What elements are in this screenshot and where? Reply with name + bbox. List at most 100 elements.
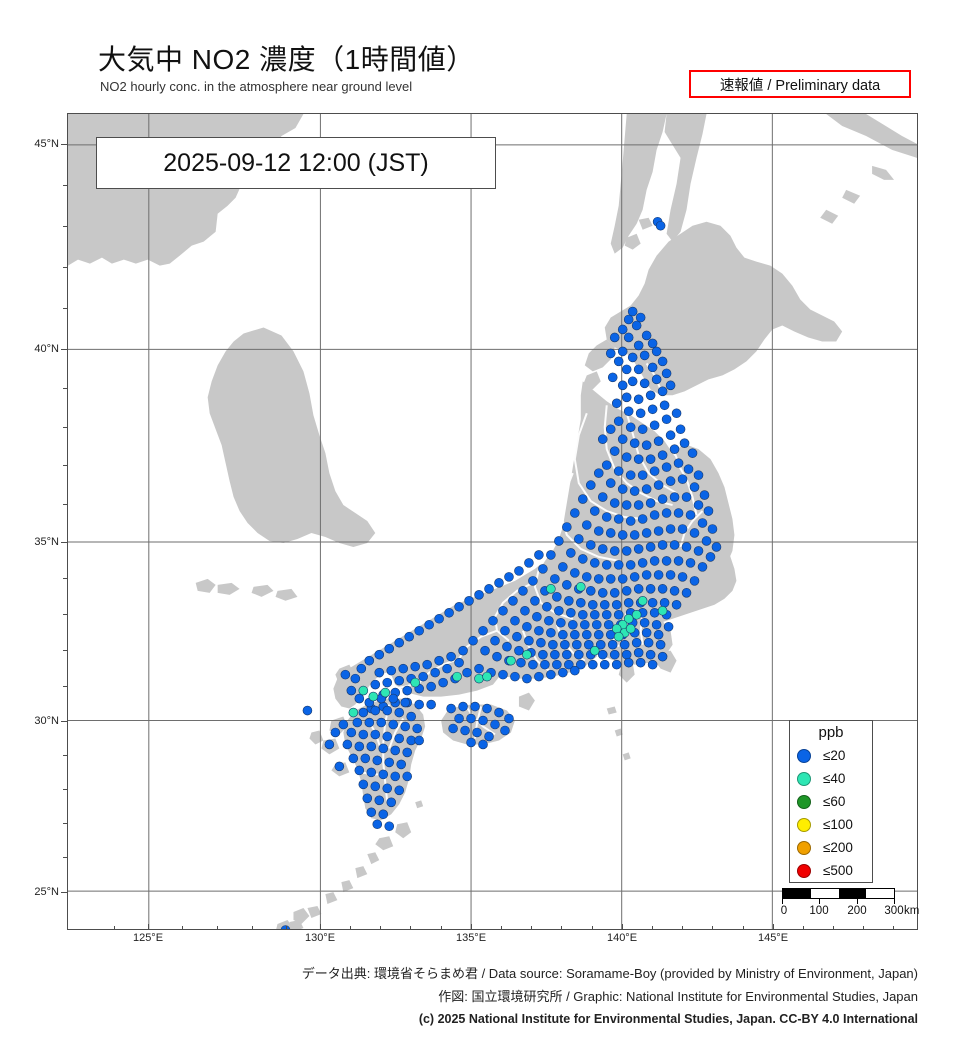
x-tick-minor — [286, 926, 287, 930]
page-title: 大気中 NO2 濃度（1時間値） — [98, 44, 475, 75]
y-tick-minor — [63, 185, 67, 186]
x-axis-label-125e: 125°E — [132, 932, 164, 944]
footer-copyright: (c) 2025 National Institute for Environm… — [418, 1012, 918, 1026]
legend-label-le200: ≤200 — [823, 840, 853, 855]
legend-dot-le500 — [797, 863, 811, 878]
stations-le40 — [348, 582, 668, 718]
y-tick-30 — [61, 721, 67, 722]
preliminary-data-badge: 速報値 / Preliminary data — [689, 70, 911, 98]
y-axis-label-30n: 30°N — [34, 715, 59, 727]
x-tick-minor — [114, 926, 115, 930]
legend-label-le500: ≤500 — [823, 863, 853, 878]
x-axis-label-145e: 145°E — [757, 932, 789, 944]
y-tick-minor — [63, 267, 67, 268]
y-axis-label-35n: 35°N — [34, 536, 59, 548]
y-tick-minor — [63, 427, 67, 428]
map-plot-area[interactable] — [67, 113, 918, 930]
x-tick-145 — [773, 924, 774, 930]
y-tick-minor — [63, 226, 67, 227]
y-tick-minor — [63, 686, 67, 687]
y-tick-minor — [63, 465, 67, 466]
scale-label-100: 100 — [809, 905, 829, 917]
scale-seg-3 — [838, 889, 867, 898]
x-tick-minor — [682, 926, 683, 930]
x-tick-minor — [350, 926, 351, 930]
y-tick-35 — [61, 542, 67, 543]
legend-item-le60[interactable]: ≤60 — [790, 790, 872, 813]
y-axis-label-25n: 25°N — [34, 886, 59, 898]
scale-unit-label: km — [904, 905, 920, 917]
station-markers — [280, 216, 722, 929]
x-tick-minor — [410, 926, 411, 930]
scale-bar-graphic — [782, 888, 895, 899]
x-tick-140 — [622, 924, 623, 930]
scale-bar-labels: 0 100 200 300 km — [781, 905, 920, 919]
footer-credits: データ出典: 環境省そらまめ君 / Data source: Soramame-… — [0, 962, 918, 1031]
y-tick-minor — [63, 308, 67, 309]
x-tick-minor — [380, 926, 381, 930]
scale-label-200: 200 — [847, 905, 867, 917]
page-subtitle: NO2 hourly conc. in the atmosphere near … — [100, 79, 413, 94]
y-tick-minor — [63, 650, 67, 651]
x-tick-minor — [501, 926, 502, 930]
legend-item-le500[interactable]: ≤500 — [790, 859, 872, 882]
x-tick-minor — [182, 926, 183, 930]
x-tick-minor — [531, 926, 532, 930]
x-axis-label-130e: 130°E — [304, 932, 336, 944]
map-scale-bar: 0 100 200 300 km — [781, 888, 919, 919]
scale-label-300: 300 — [884, 905, 904, 917]
x-tick-minor — [441, 926, 442, 930]
y-tick-minor — [63, 388, 67, 389]
footer-graphic-credit: 作図: 国立環境研究所 / Graphic: National Institut… — [438, 989, 918, 1004]
y-axis-label-40n: 40°N — [34, 343, 59, 355]
y-tick-40 — [61, 349, 67, 350]
japan-map-svg — [68, 114, 917, 929]
y-tick-minor — [63, 614, 67, 615]
concentration-legend: ppb ≤20 ≤40 ≤60 ≤100 ≤200 ≤500 — [789, 720, 873, 883]
x-tick-minor — [712, 926, 713, 930]
timestamp-label: 2025-09-12 12:00 (JST) — [96, 137, 496, 189]
legend-title: ppb — [818, 724, 844, 741]
stations-le20 — [280, 216, 722, 929]
scale-bar-ticks — [782, 899, 895, 904]
x-tick-minor — [803, 926, 804, 930]
x-axis-label-140e: 140°E — [606, 932, 638, 944]
x-tick-minor — [561, 926, 562, 930]
x-tick-130 — [320, 924, 321, 930]
x-tick-135 — [471, 924, 472, 930]
y-tick-minor — [63, 504, 67, 505]
y-tick-minor — [63, 578, 67, 579]
legend-dot-le40 — [797, 771, 811, 786]
x-axis-label-135e: 135°E — [455, 932, 487, 944]
y-tick-minor — [63, 823, 67, 824]
footer-data-source: データ出典: 環境省そらまめ君 / Data source: Soramame-… — [301, 966, 918, 981]
y-tick-45 — [61, 144, 67, 145]
y-tick-25 — [61, 892, 67, 893]
x-tick-minor — [252, 926, 253, 930]
y-tick-minor — [63, 857, 67, 858]
x-tick-minor — [833, 926, 834, 930]
scale-seg-4 — [866, 889, 894, 898]
x-tick-minor — [893, 926, 894, 930]
legend-item-le40[interactable]: ≤40 — [790, 767, 872, 790]
x-tick-125 — [148, 924, 149, 930]
x-tick-minor — [863, 926, 864, 930]
legend-item-le100[interactable]: ≤100 — [790, 813, 872, 836]
x-tick-minor — [743, 926, 744, 930]
y-axis-label-45n: 45°N — [34, 138, 59, 150]
y-tick-minor — [63, 789, 67, 790]
legend-item-le20[interactable]: ≤20 — [790, 744, 872, 767]
legend-label-le40: ≤40 — [823, 771, 846, 786]
y-tick-minor — [63, 755, 67, 756]
legend-label-le60: ≤60 — [823, 794, 846, 809]
legend-label-le20: ≤20 — [823, 748, 846, 763]
x-tick-minor — [652, 926, 653, 930]
legend-item-le200[interactable]: ≤200 — [790, 836, 872, 859]
legend-dot-le60 — [797, 794, 811, 809]
x-tick-minor — [217, 926, 218, 930]
legend-dot-le20 — [797, 748, 811, 763]
legend-dot-le100 — [797, 817, 811, 832]
scale-seg-1 — [783, 889, 811, 898]
scale-seg-2 — [810, 889, 839, 898]
